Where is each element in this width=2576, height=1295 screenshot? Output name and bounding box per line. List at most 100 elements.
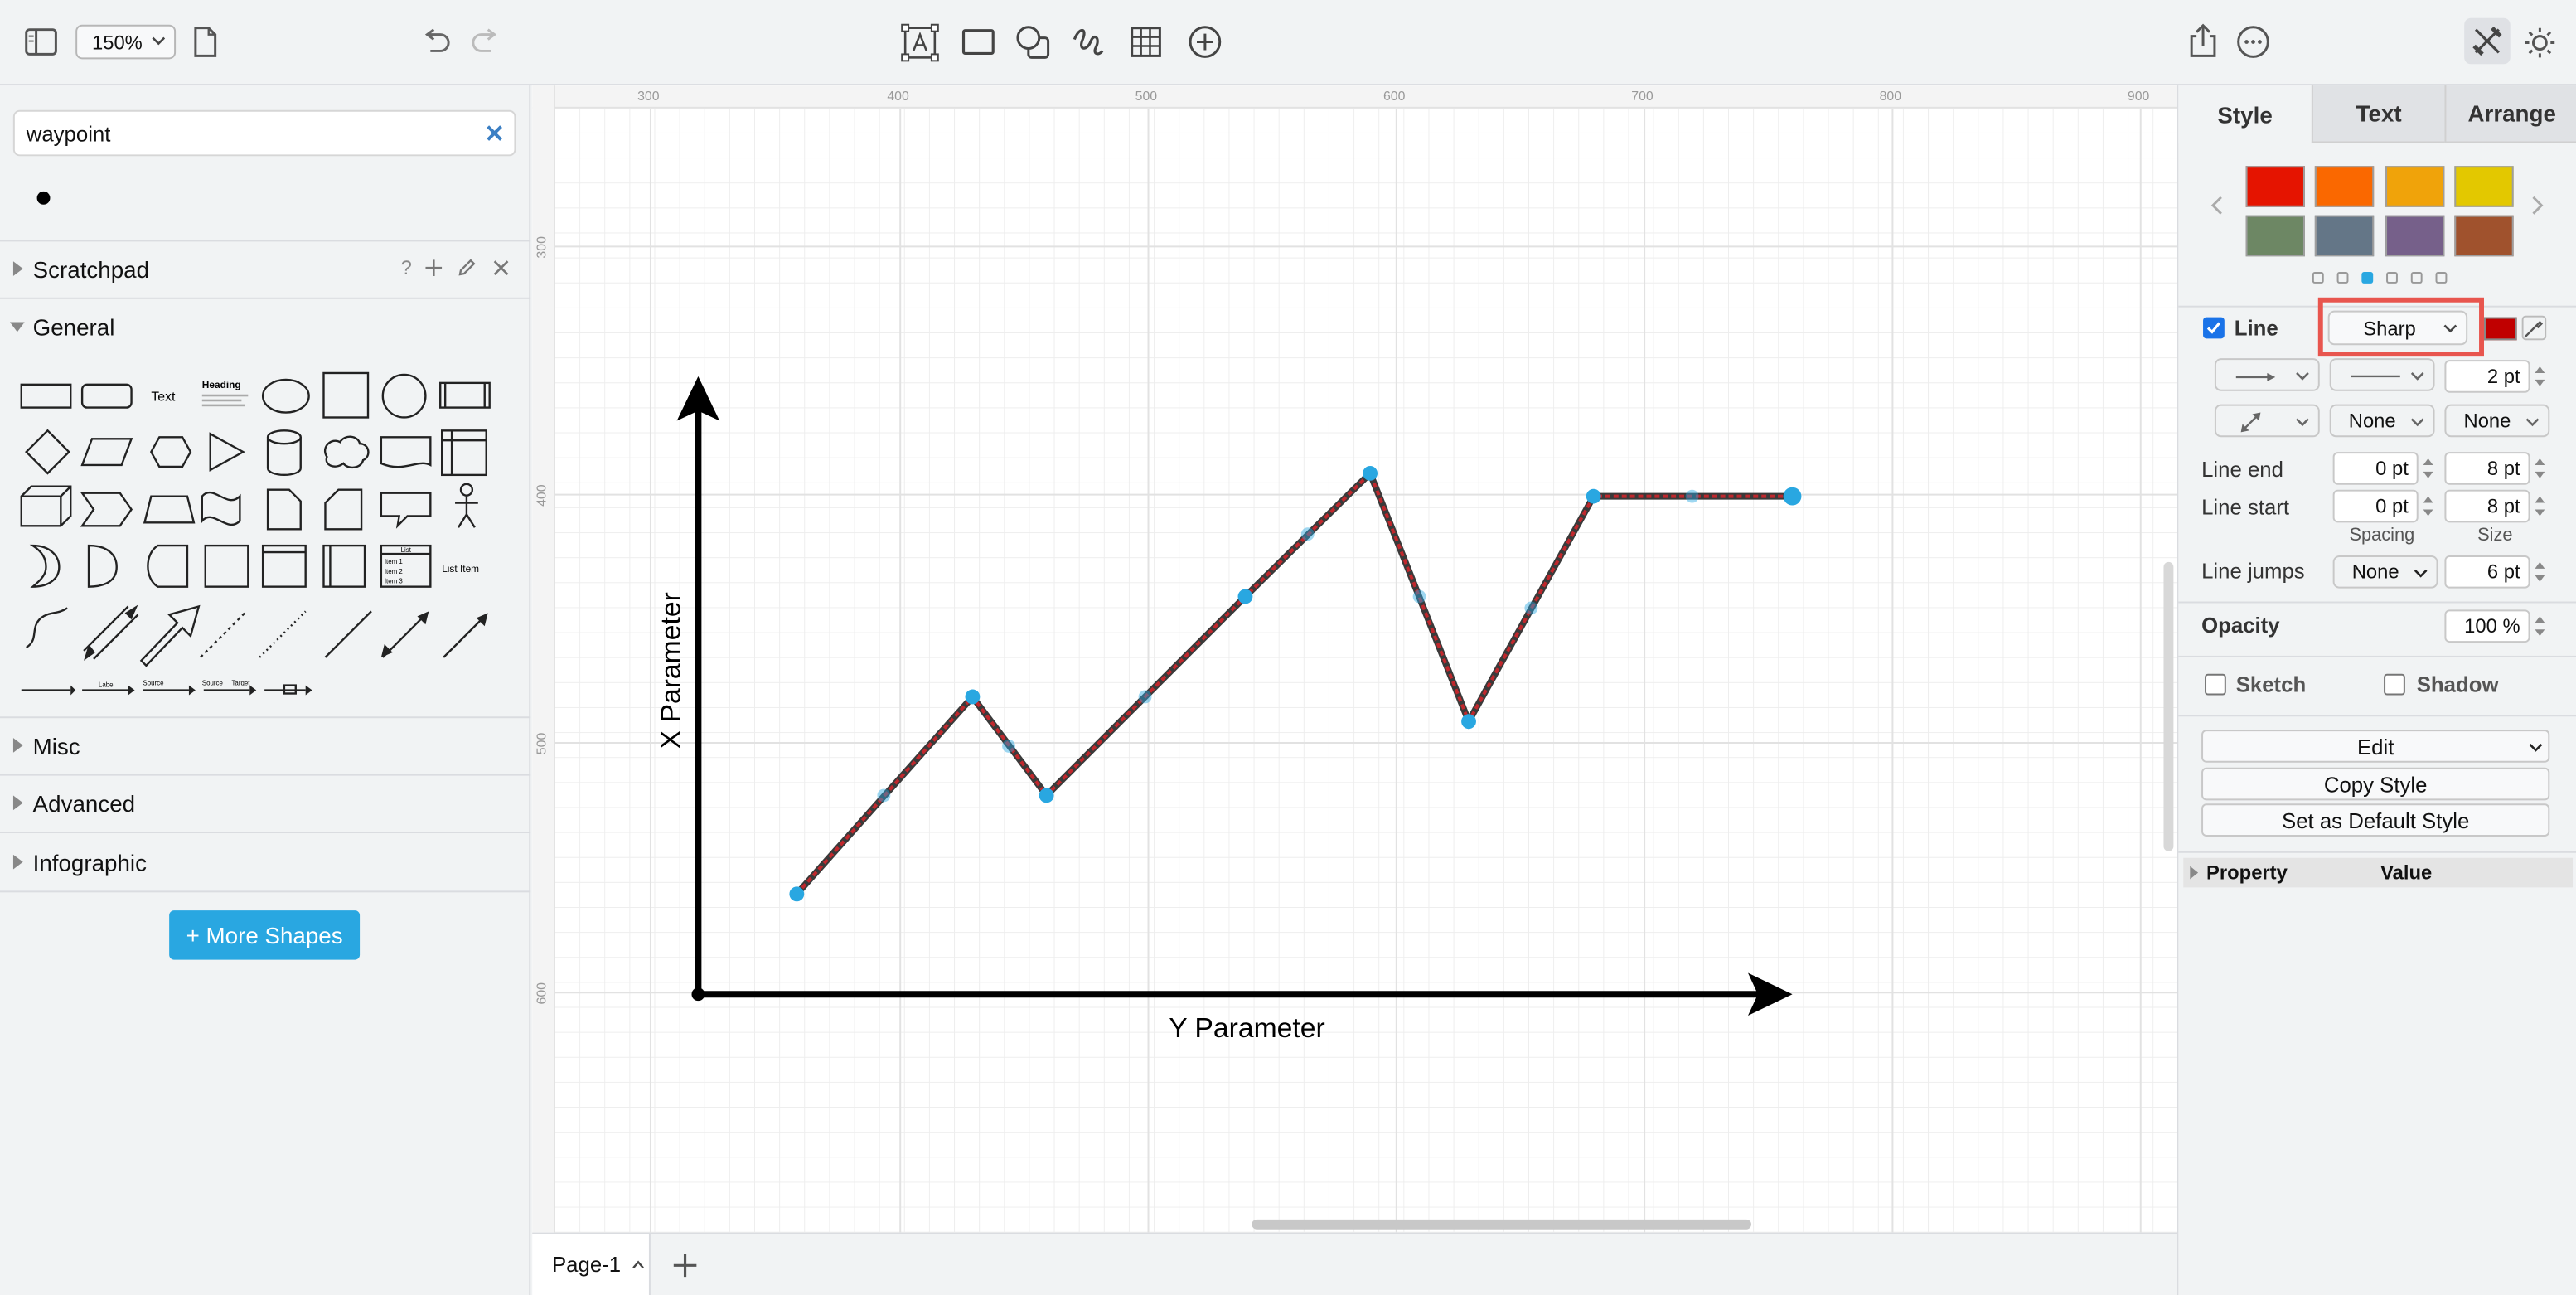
waypoint-handle[interactable] [1237,589,1253,604]
style-swatch[interactable] [2245,166,2305,207]
scratchpad-close-icon[interactable] [493,259,510,276]
page-tab-page-1[interactable]: Page-1 [532,1234,651,1295]
style-swatch[interactable] [2314,166,2375,207]
style-swatch[interactable] [2454,215,2514,257]
redo-icon[interactable] [470,28,501,56]
misc-section[interactable]: Misc [0,716,530,775]
y-axis-label[interactable]: X Parameter [656,592,687,749]
line-start-size-field[interactable]: 8 pt [2444,489,2530,523]
zoom-select[interactable]: 150% [75,24,177,60]
stepper-icon[interactable] [2531,555,2548,589]
scratchpad-section[interactable]: Scratchpad [0,240,530,298]
chevron-left-icon[interactable] [2210,196,2223,216]
midpoint-handle[interactable] [1412,589,1426,604]
theme-icon[interactable] [2524,27,2557,60]
more-shapes-button[interactable]: + More Shapes [169,910,361,960]
style-swatch[interactable] [2245,215,2305,257]
clear-search-icon[interactable] [487,125,503,142]
line-jumps-size-field[interactable]: 6 pt [2444,555,2530,589]
swatch-page-dots[interactable] [2312,271,2453,286]
property-table-header[interactable]: Property Value [2183,857,2574,888]
line-end-select[interactable]: None [2444,404,2550,438]
midpoint-handle[interactable] [1300,527,1315,541]
sketch-checkbox[interactable] [2205,673,2226,696]
infographic-section[interactable]: Infographic [0,833,530,892]
endpoint-handle[interactable] [1783,487,1802,506]
horizontal-scrollbar[interactable] [1252,1219,1751,1230]
line-style-select[interactable]: Sharp [2327,310,2468,346]
midpoint-handle[interactable] [1524,601,1538,615]
waypoint-handle[interactable] [1461,714,1476,730]
tab-arrange[interactable]: Arrange [2444,85,2576,143]
chevron-up-icon[interactable] [632,1260,644,1269]
vertical-scrollbar[interactable] [2163,561,2174,851]
advanced-section[interactable]: Advanced [0,774,530,833]
waypoint-handle[interactable] [1039,788,1054,803]
table-tool-icon[interactable] [1131,27,1162,58]
line-start-select[interactable]: None [2329,404,2435,438]
stepper-icon[interactable] [2420,452,2437,485]
selected-edge[interactable] [794,467,1793,896]
connection-pattern-select[interactable] [2214,358,2320,391]
line-width-field[interactable]: 2 pt [2444,360,2530,393]
line-pattern-select[interactable] [2329,358,2435,391]
insert-plus-icon[interactable] [1188,25,1223,60]
format-mode-button[interactable] [2464,17,2511,65]
x-axis-label[interactable]: Y Parameter [1169,1013,1324,1044]
midpoint-handles[interactable] [877,489,1699,803]
style-swatch[interactable] [2385,215,2445,257]
page-icon[interactable] [192,27,219,58]
more-icon[interactable] [2236,25,2271,60]
scratchpad-help-icon[interactable]: ? [400,256,412,279]
chevron-right-icon[interactable] [2531,196,2545,216]
waypoint-style-select[interactable] [2214,404,2320,438]
rectangle-tool-icon[interactable] [961,28,996,56]
waypoint-handle[interactable] [965,689,981,705]
opacity-field[interactable]: 100 % [2444,609,2530,643]
y-axis[interactable] [676,376,720,995]
style-swatch[interactable] [2385,166,2445,207]
stepper-icon[interactable] [2420,490,2437,523]
scratchpad-edit-icon[interactable] [457,258,477,278]
style-swatch[interactable] [2314,215,2375,257]
text-tool-icon[interactable] [900,23,940,63]
general-shapes-grid[interactable]: Text Heading List Item 1 Item 2 Item 3 L… [13,368,522,696]
x-axis[interactable] [691,972,1793,1016]
waypoint-shape[interactable] [36,191,51,206]
line-end-size-field[interactable]: 8 pt [2444,452,2530,485]
midpoint-handle[interactable] [1138,690,1152,704]
stepper-icon[interactable] [2531,452,2548,485]
freehand-tool-icon[interactable] [1071,25,1104,60]
tab-text[interactable]: Text [2311,85,2445,143]
shadow-checkbox[interactable] [2384,673,2405,696]
waypoint-handle[interactable] [1586,488,1601,504]
waypoint-handles[interactable] [789,465,1802,902]
stepper-icon[interactable] [2531,360,2548,393]
stepper-icon[interactable] [2531,609,2548,643]
line-jumps-select[interactable]: None [2332,555,2438,589]
general-section[interactable]: General [0,298,530,356]
line-end-spacing-field[interactable]: 0 pt [2332,452,2419,485]
style-swatch[interactable] [2454,166,2514,207]
waypoint-handle[interactable] [789,886,805,902]
format-panel-toggle-icon[interactable] [25,28,58,56]
set-default-style-button[interactable]: Set as Default Style [2201,803,2550,837]
undo-icon[interactable] [420,28,452,56]
diagram-canvas[interactable]: 300 400 500 600 700 800 900 300 400 500 … [532,85,2177,1233]
eyedropper-icon[interactable] [2521,315,2547,341]
tab-style[interactable]: Style [2178,85,2312,143]
waypoint-handle[interactable] [1363,465,1378,481]
line-checkbox[interactable] [2203,317,2225,339]
copy-style-button[interactable]: Copy Style [2201,767,2550,801]
stepper-icon[interactable] [2531,490,2548,523]
line-color-button[interactable] [2483,317,2517,341]
search-input[interactable]: waypoint [12,109,516,157]
share-icon[interactable] [2188,23,2218,60]
scratchpad-add-icon[interactable] [425,259,443,277]
add-page-icon[interactable] [673,1254,697,1278]
line-start-spacing-field[interactable]: 0 pt [2332,489,2419,523]
midpoint-handle[interactable] [1002,740,1015,753]
shapes-tool-icon[interactable] [1015,25,1052,60]
edit-style-button[interactable]: Edit [2201,730,2550,763]
midpoint-handle[interactable] [877,788,891,803]
